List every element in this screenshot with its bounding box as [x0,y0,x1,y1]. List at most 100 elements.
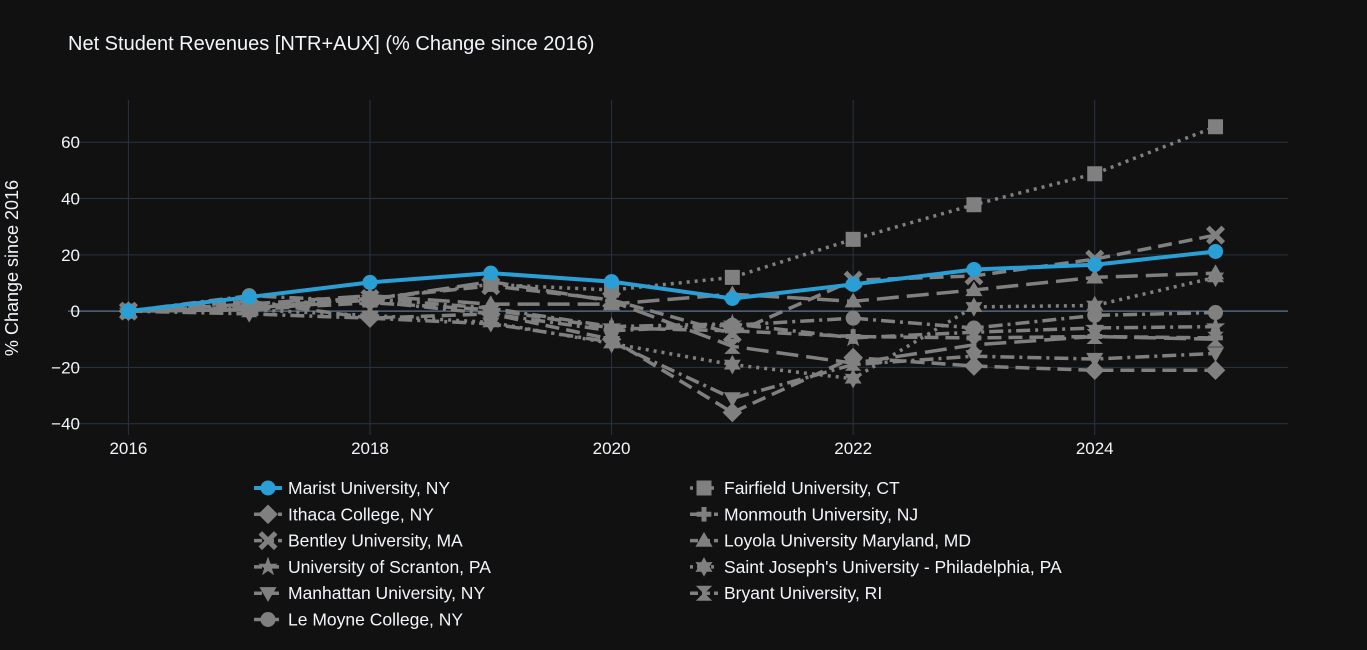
series-line [128,271,1216,313]
legend-marker [260,612,276,627]
plot-area [118,119,1226,423]
series-line [128,299,1216,415]
legend-marker [259,587,277,602]
legend-item: Bentley University, MA [254,531,463,551]
data-point [1086,352,1104,368]
data-point [845,310,861,326]
data-point [603,293,620,309]
legend: Marist University, NY Ithaca College, NY B… [254,478,1062,630]
data-point [1208,119,1224,135]
data-point [1206,267,1225,288]
data-point [482,295,500,311]
x-tick-label: 2022 [834,439,872,458]
data-point [361,305,379,326]
data-point [1086,328,1103,344]
data-point [844,368,862,389]
data-point [965,337,983,353]
legend-marker [258,531,278,551]
series-0 [120,243,1224,319]
legend-label: Le Moyne College, NY [288,610,463,630]
data-point [965,281,983,297]
legend-item: Ithaca College, NY [254,504,434,524]
legend-marker [695,557,713,577]
legend-item: Le Moyne College, NY [254,610,463,630]
series-line [128,279,1216,365]
legend-label: University of Scranton, PA [288,557,491,577]
legend-label: Fairfield University, CT [724,478,900,498]
data-point [1205,360,1226,381]
data-point [482,312,500,333]
legend-label: Saint Joseph's University - Philadelphia… [724,557,1062,577]
legend-item: Loyola University Maryland, MD [690,531,971,551]
data-point [1208,243,1224,259]
x-tick-label: 2024 [1076,439,1114,458]
data-point [1206,225,1226,245]
data-point [845,231,861,247]
data-point [845,329,861,344]
legend-label: Manhattan University, NY [288,583,485,603]
legend-item: Fairfield University, CT [690,478,900,498]
legend-label: Ithaca College, NY [288,504,434,524]
legend-item: Bryant University, RI [690,583,882,603]
legend-marker [695,585,713,601]
y-tick-label: −40 [51,415,80,434]
data-point [723,354,741,375]
y-tick-label: 40 [61,190,80,209]
series-line [128,275,1216,381]
data-point [604,274,620,290]
data-point [1086,268,1104,284]
legend-label: Bryant University, RI [724,583,882,603]
series-line [128,125,1217,313]
grid-lines [68,100,1288,435]
legend-item: University of Scranton, PA [254,556,491,577]
data-point [1205,316,1226,335]
data-point [483,265,499,281]
legend-marker [696,506,712,522]
data-point [965,297,983,317]
legend-marker [695,531,713,547]
data-point [723,392,741,408]
y-tick-label: 0 [71,302,80,321]
data-point [725,323,740,339]
legend-label: Bentley University, MA [288,531,463,551]
data-point [1084,360,1105,381]
data-point [1087,257,1103,273]
data-point [964,356,984,376]
chart-title: Net Student Revenues [NTR+AUX] (% Change… [68,33,594,55]
series-5 [120,288,1224,339]
y-tick-label: 60 [61,133,80,152]
data-point [241,289,257,305]
data-point [361,292,379,308]
legend-marker [258,504,278,525]
series-line [128,249,1216,314]
legend-label: Loyola University Maryland, MD [724,531,971,551]
data-point [1208,305,1224,321]
data-point [362,274,378,290]
data-point [603,333,620,354]
data-point [1206,347,1225,363]
data-point [722,402,743,423]
data-point [120,303,136,319]
legend-marker [258,556,278,576]
legend-item: Marist University, NY [254,478,450,498]
data-point [724,290,740,306]
legend-item: Monmouth University, NJ [690,504,918,524]
legend-label: Marist University, NY [288,478,450,498]
series-line [128,309,1216,401]
legend-item: Saint Joseph's University - Philadelphia… [690,557,1062,577]
y-tick-label: 20 [61,246,80,265]
y-axis-label: % Change since 2016 [2,180,22,356]
data-point [845,276,861,292]
legend-item: Manhattan University, NY [254,583,485,603]
data-point [844,355,862,371]
data-point [1086,295,1104,316]
data-point [966,261,982,277]
axes: 2016 2018 2020 2022 2024 60 40 20 0 −20 −40 [51,133,1113,458]
x-tick-label: 2016 [109,439,147,458]
data-point [604,320,619,336]
legend-label: Monmouth University, NJ [724,504,918,524]
data-point [1087,166,1103,182]
data-point [966,197,982,213]
legend-marker [260,480,276,496]
series-9 [119,267,1225,389]
